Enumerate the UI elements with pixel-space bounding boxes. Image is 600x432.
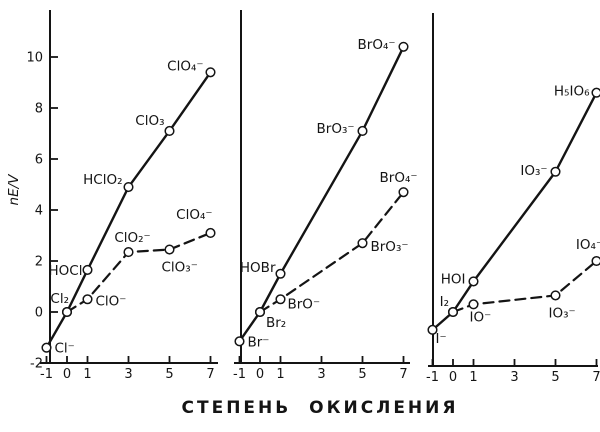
species-label: ClO₄⁻ xyxy=(167,58,203,74)
data-point-marker xyxy=(275,268,286,279)
species-label: ClO⁻ xyxy=(96,293,127,309)
y-tick-label: -2 xyxy=(30,357,43,372)
x-tick-label: 5 xyxy=(551,370,559,385)
y-tick-label: 8 xyxy=(35,102,43,117)
data-point-marker xyxy=(357,125,368,136)
data-point-marker xyxy=(205,67,216,78)
species-label: ClO₃ xyxy=(135,113,164,129)
bromine-solid-line xyxy=(238,45,405,343)
panel-chlorine: -1 0 1 3 5 7-20246810Cl⁻Cl₂HOClHClO₂ClO₃ClO₄⁻… xyxy=(26,10,218,382)
x-tick-label: 1 xyxy=(469,370,477,385)
data-point-marker xyxy=(468,276,479,287)
data-point-marker xyxy=(205,227,216,238)
bromine-solid-markers: Br⁻ Br₂ HOBr BrO₃⁻ BrO₄⁻ xyxy=(234,37,409,350)
species-label: Cl⁻ xyxy=(55,341,75,357)
panel-iodine: -1 0 1 3 5 7 I⁻ I₂ HOI IO₃⁻ H₅IO₆ IO⁻ IO₃⁻ IO₄⁻ xyxy=(426,13,600,385)
species-label: ClO₃⁻ xyxy=(162,260,198,276)
iodine-solid-markers: I⁻ I₂ HOI IO₃⁻ H₅IO₆ xyxy=(427,84,600,347)
x-tick-label: 5 xyxy=(165,367,173,382)
bromine-dashed-markers: BrO⁻ BrO₃⁻ BrO₄⁻ xyxy=(254,170,418,318)
data-point-marker xyxy=(357,238,368,249)
x-tick-label: -1 xyxy=(233,367,246,382)
x-tick-label: 7 xyxy=(206,367,214,382)
iodine-dashed-line xyxy=(451,259,598,314)
data-point-marker xyxy=(591,255,600,267)
x-tick-label: 1 xyxy=(83,367,91,382)
data-point-marker xyxy=(82,264,93,275)
species-label: BrO₃⁻ xyxy=(371,239,409,255)
species-label: BrO₄⁻ xyxy=(358,37,396,53)
iodine-dashed-markers: IO⁻ IO₃⁻ IO₄⁻ xyxy=(447,237,600,325)
x-tick-label: 1 xyxy=(276,367,284,382)
species-label: IO⁻ xyxy=(470,309,492,325)
data-point-marker xyxy=(550,290,561,301)
species-label: IO₃⁻ xyxy=(549,305,576,321)
x-tick-label: 0 xyxy=(63,367,71,382)
data-point-marker xyxy=(41,342,52,353)
species-label: BrO₃⁻ xyxy=(317,121,355,137)
x-tick-label: -1 xyxy=(40,367,53,382)
data-point-marker xyxy=(254,306,266,318)
chlorine-solid-line xyxy=(45,71,212,349)
data-point-marker xyxy=(550,166,561,177)
species-label: Br⁻ xyxy=(248,334,270,350)
species-label: ClO₂⁻ xyxy=(114,230,150,246)
x-tick-label: 5 xyxy=(358,367,366,382)
y-tick-label: 6 xyxy=(35,153,43,168)
chlorine-solid-markers: Cl⁻ Cl₂ HOCl HClO₂ ClO₃ ClO₄⁻ xyxy=(41,58,216,357)
x-tick-label: 7 xyxy=(592,370,600,385)
species-label: I⁻ xyxy=(436,331,447,347)
data-point-marker xyxy=(398,187,409,198)
species-label: Cl₂ xyxy=(50,291,69,307)
y-tick-label: 0 xyxy=(35,306,43,321)
x-axis-caption: СТЕПЕНЬ ОКИСЛЕНИЯ xyxy=(181,398,459,418)
data-point-marker xyxy=(164,125,175,136)
species-label: H₅IO₆ xyxy=(554,84,590,100)
y-tick-label: 10 xyxy=(26,51,43,66)
y-tick-label: 4 xyxy=(35,204,43,219)
species-label: HOI xyxy=(441,271,466,287)
data-point-marker xyxy=(427,324,438,335)
data-point-marker xyxy=(82,294,93,305)
species-label: HOBr xyxy=(240,260,276,276)
x-tick-label: 3 xyxy=(510,370,518,385)
data-point-marker xyxy=(164,244,175,255)
data-point-marker xyxy=(447,306,459,318)
data-point-marker xyxy=(61,306,73,318)
species-label: ClO₄⁻ xyxy=(176,207,212,223)
data-point-marker xyxy=(591,87,600,98)
data-point-marker xyxy=(234,336,245,347)
x-tick-label: 3 xyxy=(317,367,325,382)
x-tick-label: 0 xyxy=(256,367,264,382)
species-label: IO₃⁻ xyxy=(520,163,547,179)
species-label: Br₂ xyxy=(266,315,286,331)
data-point-marker xyxy=(123,247,134,258)
x-tick-label: 0 xyxy=(449,370,457,385)
panel-bromine: -1 0 1 3 5 7 Br⁻ Br₂ HOBr BrO₃⁻ BrO₄⁻ BrO⁻ BrO₃⁻ BrO₄… xyxy=(233,10,418,382)
axes: -1 0 1 3 5 7 xyxy=(426,13,600,385)
data-point-marker xyxy=(275,294,286,305)
bromine-dashed-line xyxy=(258,191,405,314)
species-label: IO₄⁻ xyxy=(576,237,600,253)
x-tick-label: 7 xyxy=(399,367,407,382)
species-label: BrO⁻ xyxy=(288,296,321,312)
data-point-marker xyxy=(123,182,134,193)
x-tick-label: 3 xyxy=(124,367,132,382)
chart-canvas: -1 0 1 3 5 7-20246810Cl⁻Cl₂HOClHClO₂ClO₃ClO₄⁻… xyxy=(26,10,600,385)
data-point-marker xyxy=(468,299,479,310)
species-label: HClO₂ xyxy=(83,172,122,188)
x-tick-label: -1 xyxy=(426,370,439,385)
species-label: BrO₄⁻ xyxy=(380,170,418,186)
species-label: HOCl xyxy=(49,263,83,279)
axes: -1 0 1 3 5 7 xyxy=(233,10,410,382)
data-point-marker xyxy=(398,41,409,52)
y-tick-label: 2 xyxy=(35,255,43,270)
iodine-solid-line xyxy=(431,91,598,332)
species-label: I₂ xyxy=(440,294,449,310)
chlorine-dashed-markers: ClO⁻ ClO₂⁻ ClO₃⁻ ClO₄⁻ xyxy=(61,207,216,318)
